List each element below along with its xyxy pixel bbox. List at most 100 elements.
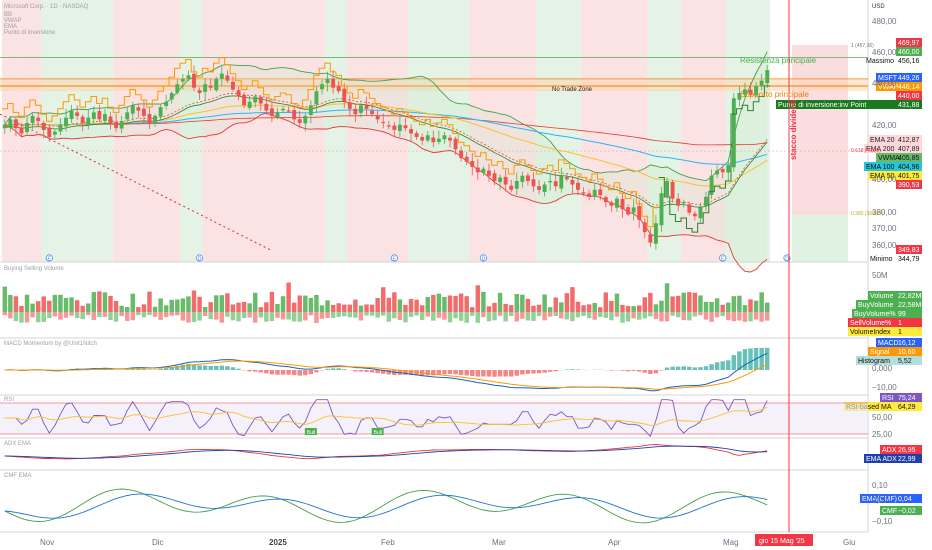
macd-histogram-bar bbox=[453, 370, 458, 375]
volume-bar-sell bbox=[291, 312, 297, 322]
volume-bar-sell bbox=[570, 312, 575, 322]
macd-histogram-bar bbox=[525, 370, 531, 374]
volume-bar bbox=[625, 305, 631, 312]
macd-histogram-bar bbox=[158, 368, 163, 370]
price-ema-name-tag bbox=[868, 135, 896, 144]
volume-bar bbox=[586, 304, 592, 312]
volume-bar bbox=[514, 294, 520, 312]
currency-label: USD bbox=[872, 4, 885, 10]
volume-bar bbox=[753, 300, 759, 312]
price-tick: 460,00 bbox=[872, 48, 897, 57]
macd-tick: −10,00 bbox=[872, 383, 897, 392]
price-mid-name: Punto di inversione:inv Point bbox=[778, 102, 866, 109]
volume-bar bbox=[687, 292, 692, 312]
macd-histogram-bar bbox=[280, 370, 286, 375]
macd-histogram-bar bbox=[458, 370, 464, 375]
volume-bar bbox=[408, 298, 414, 312]
macd-histogram-bar bbox=[380, 370, 386, 374]
volume-bar-sell bbox=[13, 312, 19, 322]
bollinger-fill bbox=[4, 51, 768, 272]
candle-body bbox=[314, 91, 319, 105]
volume-bar-sell bbox=[386, 312, 392, 322]
macd-histogram-bar bbox=[553, 370, 558, 372]
volume-bar bbox=[542, 294, 547, 312]
volume-bar bbox=[475, 285, 481, 312]
macd-histogram-bar bbox=[136, 368, 141, 370]
macd-pane bbox=[4, 347, 770, 392]
volume-bar-sell bbox=[631, 312, 636, 319]
volume-bar-sell bbox=[80, 312, 85, 320]
rsi-axis-name: RSI-based MA bbox=[846, 404, 892, 411]
volume-bar bbox=[531, 305, 536, 312]
volume-bar-sell bbox=[636, 312, 642, 320]
volume-axis-name-tag bbox=[868, 291, 896, 300]
candle-body bbox=[537, 186, 541, 190]
macd-axis-name-tag bbox=[868, 347, 896, 356]
volume-bar-sell bbox=[375, 312, 380, 318]
volume-bar bbox=[403, 304, 408, 312]
macd-histogram-bar bbox=[386, 370, 392, 375]
price-top-value-tag bbox=[896, 38, 922, 47]
volume-bar-sell bbox=[330, 312, 336, 318]
volume-bar-sell bbox=[24, 312, 30, 323]
time-label-2025: 2025 bbox=[269, 538, 287, 547]
candle-body bbox=[464, 156, 469, 162]
price-ema-value: 404,96 bbox=[898, 164, 920, 171]
candle-body bbox=[130, 105, 135, 114]
candle-body bbox=[36, 117, 41, 122]
macd-histogram-bar bbox=[191, 364, 197, 370]
candle-body bbox=[503, 176, 508, 185]
volume-bar bbox=[74, 300, 80, 312]
volume-bar bbox=[636, 305, 642, 312]
cmf-pane-title: CMF EMA bbox=[4, 473, 32, 479]
volume-bar-sell bbox=[124, 312, 130, 321]
time-label-mag: Mag bbox=[723, 538, 739, 547]
candle-body bbox=[687, 204, 692, 213]
volume-bar bbox=[247, 303, 252, 312]
candle-body bbox=[414, 133, 419, 137]
price-ema-name-tag bbox=[864, 144, 896, 153]
trend-zone-11 bbox=[580, 0, 648, 262]
volume-bar-sell bbox=[703, 312, 709, 320]
volume-bar bbox=[553, 297, 558, 312]
macd-axis-value-tag bbox=[896, 338, 922, 347]
candle-body bbox=[164, 101, 169, 107]
volume-bar bbox=[52, 294, 58, 312]
volume-bar bbox=[308, 297, 314, 312]
macd-histogram-bar bbox=[542, 370, 547, 373]
macd-histogram-bar bbox=[564, 369, 570, 370]
volume-bar bbox=[709, 301, 714, 312]
volume-bar bbox=[670, 296, 675, 312]
macd-histogram-bar bbox=[163, 368, 169, 370]
volume-bar-sell bbox=[508, 312, 514, 316]
volume-bar bbox=[230, 304, 236, 312]
volume-bar-sell bbox=[91, 312, 97, 320]
candle-body bbox=[103, 114, 107, 121]
macd-histogram-bar bbox=[620, 370, 625, 371]
volume-bar-sell bbox=[564, 312, 570, 320]
volume-bar-sell bbox=[481, 312, 486, 318]
volume-axis-name: Volume bbox=[870, 293, 893, 300]
volume-bar-sell bbox=[225, 312, 230, 317]
volume-bar bbox=[748, 299, 753, 312]
event-marker-letter: D bbox=[785, 257, 789, 263]
price-mid-name-tag bbox=[876, 82, 896, 91]
volume-bar-sell bbox=[358, 312, 364, 321]
volume-bar-sell bbox=[308, 312, 314, 316]
macd-histogram-bar bbox=[486, 370, 492, 377]
candle-body bbox=[670, 181, 675, 199]
fib-zone-lower bbox=[792, 215, 848, 262]
volume-bar bbox=[35, 301, 41, 312]
supertrend-steps bbox=[2, 57, 770, 233]
volume-bar bbox=[603, 292, 609, 312]
volume-bar-sell bbox=[113, 312, 119, 322]
macd-pane-title: MACD Momentum by @Unit1Nitch bbox=[4, 341, 97, 347]
volume-bar-sell bbox=[709, 312, 714, 322]
price-mid-name: MSFT bbox=[878, 75, 898, 82]
volume-bar-sell bbox=[603, 312, 609, 318]
candle-body bbox=[514, 181, 519, 189]
price-tick: 370,00 bbox=[872, 224, 897, 233]
volume-bar bbox=[180, 298, 186, 312]
